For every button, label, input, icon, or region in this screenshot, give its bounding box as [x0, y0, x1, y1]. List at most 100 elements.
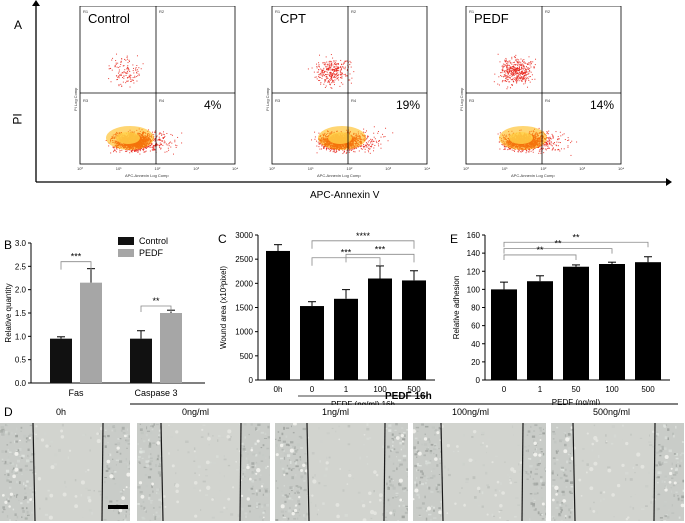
- bar-100: [368, 278, 392, 380]
- significance-label: **: [572, 232, 580, 242]
- flow-frame: [271, 6, 428, 165]
- y-tick-label: 2.5: [15, 262, 27, 271]
- wound-edge-right: [239, 423, 242, 521]
- chart-e: 0 20 40 60 80 100 120 140 160 Relative adhesion 0 1…: [452, 231, 670, 405]
- y-tick-label: 0: [476, 376, 481, 385]
- panel-a-letter: A: [14, 18, 23, 32]
- y-axis-title: Relative quantity: [4, 283, 13, 342]
- quadrant-label-r4: R4: [351, 98, 357, 103]
- flow-x-label: APC-Annexin Log Comp: [511, 173, 555, 178]
- bar-1: [334, 298, 358, 380]
- bar-0: [491, 289, 517, 380]
- y-tick-label: 3.0: [15, 239, 27, 248]
- legend-swatch: [118, 249, 134, 257]
- x-tick-label: Caspase 3: [134, 388, 177, 398]
- x-tick-label: 0: [310, 385, 315, 394]
- micrograph-0ngml: [137, 423, 270, 521]
- flow-x-tick: 10⁴: [424, 166, 430, 171]
- quadrant-label-r2: R2: [545, 9, 551, 14]
- scale-bar: [108, 505, 128, 509]
- quadrant-label-r2: R2: [351, 9, 357, 14]
- panel-c-letter: C: [218, 232, 227, 246]
- significance-label: ****: [356, 231, 371, 241]
- significance-bracket: [503, 241, 649, 248]
- micrograph-100ngml: [413, 423, 546, 521]
- y-axis-title: Wound area (x10³pixel): [219, 266, 228, 349]
- significance-bracket: [140, 305, 172, 312]
- panel-d-header-line: [130, 403, 678, 405]
- significance-label: ***: [375, 244, 386, 254]
- legend-swatch: [118, 237, 134, 245]
- wound-gap: [33, 423, 103, 521]
- wound-gap: [573, 423, 655, 521]
- bar-pedf-1: [160, 313, 182, 383]
- bar-control-0: [50, 338, 72, 383]
- flow-x-tick: 10⁰: [269, 166, 275, 171]
- x-tick-label: 500: [407, 385, 421, 394]
- wound-edge-right: [521, 423, 524, 521]
- bar-50: [563, 266, 589, 380]
- micro-label-0h: 0h: [56, 407, 67, 417]
- quadrant-label-r1: R1: [469, 9, 475, 14]
- flow-y-label: PI Log Comp: [73, 87, 78, 111]
- significance-label: **: [536, 245, 544, 255]
- wound-gap: [161, 423, 241, 521]
- quadrant-label-r3: R3: [275, 98, 281, 103]
- flow-plot-pedf: R1 R2 R3 R4 10⁰ 10¹ 10² 10³ 10⁴ APC-Annexin Log C…: [459, 6, 624, 178]
- quadrant-label-r4: R4: [159, 98, 165, 103]
- flow-title-control: Control: [88, 11, 130, 26]
- x-tick-label: 100: [373, 385, 387, 394]
- flow-x-tick: 10³: [385, 166, 391, 171]
- wound-edge-right: [653, 423, 656, 521]
- quadrant-label-r2: R2: [159, 9, 165, 14]
- legend-label: PEDF: [139, 248, 164, 258]
- significance-bracket: [60, 261, 92, 270]
- significance-bracket: [311, 240, 415, 249]
- flow-x-tick: 10²: [347, 166, 353, 171]
- panel-d-header: PEDF 16h: [385, 391, 432, 402]
- micro-label-0ngml: 0ng/ml: [182, 407, 210, 417]
- quadrant-label-r3: R3: [469, 98, 475, 103]
- quadrant-label-r3: R3: [83, 98, 89, 103]
- panel-d-letter: D: [4, 405, 13, 419]
- y-tick-label: 1.5: [15, 309, 27, 318]
- flow-x-tick: 10²: [155, 166, 161, 171]
- significance-label: ***: [71, 252, 82, 262]
- legend-label: Control: [139, 236, 168, 246]
- bar-100: [599, 264, 625, 380]
- micrograph-500ngml: [551, 423, 684, 521]
- significance-bracket: [503, 254, 577, 260]
- significance-bracket: [345, 253, 415, 263]
- y-tick-label: 80: [471, 304, 480, 313]
- flow-percent-cpt: 19%: [396, 98, 421, 112]
- bar-0: [300, 306, 324, 380]
- flow-x-tick: 10¹: [502, 166, 508, 171]
- wound-edge-right: [383, 423, 386, 521]
- bar-1: [527, 281, 553, 380]
- significance-label: **: [554, 239, 562, 249]
- micrograph-1ngml: [275, 423, 408, 521]
- y-tick-label: 2.0: [15, 286, 27, 295]
- x-axis-title: PEDF (ng/ml): [552, 398, 601, 405]
- flow-frame: [79, 6, 236, 165]
- y-tick-label: 160: [467, 231, 481, 240]
- micro-label-100ngml: 100ng/ml: [452, 407, 490, 417]
- x-tick-label: 100: [605, 385, 619, 394]
- flow-x-tick: 10³: [579, 166, 585, 171]
- panel-e-letter: E: [450, 232, 459, 246]
- flow-x-tick: 10¹: [116, 166, 122, 171]
- flow-plot-control: R1 R2 R3 R4 10⁰ 10¹ 10² 10³ 10⁴ APC-Annexin Log C…: [73, 6, 238, 178]
- significance-label: ***: [341, 248, 352, 258]
- y-tick-label: 60: [471, 322, 480, 331]
- flow-percent-pedf: 14%: [590, 98, 615, 112]
- quadrant-label-r1: R1: [83, 9, 89, 14]
- flow-x-label: APC-Annexin Log Comp: [125, 173, 169, 178]
- x-tick-label: 50: [572, 385, 581, 394]
- flow-x-tick: 10⁰: [77, 166, 83, 171]
- panel-b-letter: B: [4, 238, 13, 252]
- bar-control-1: [130, 338, 152, 383]
- flow-x-tick: 10²: [541, 166, 547, 171]
- flow-y-label: PI Log Comp: [459, 87, 464, 111]
- x-tick-label: 500: [641, 385, 655, 394]
- micro-label-500ngml: 500ng/ml: [593, 407, 631, 417]
